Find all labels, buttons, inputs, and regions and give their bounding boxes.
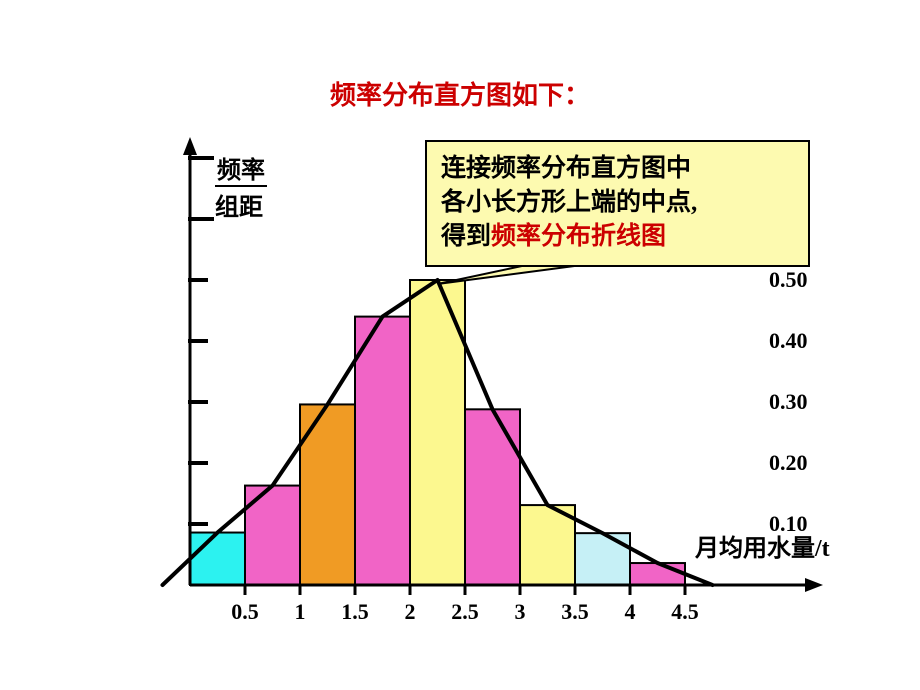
callout-line: 得到频率分布折线图 [441, 220, 794, 254]
histogram-bar [190, 533, 245, 585]
histogram-bar [465, 409, 520, 585]
callout-text-part: 频率分布折线图 [491, 223, 666, 250]
histogram-bar [630, 563, 685, 585]
callout-line: 连接频率分布直方图中 [441, 152, 794, 186]
callout-line: 各小长方形上端的中点, [441, 186, 794, 220]
x-tick-label: 2 [405, 599, 416, 625]
x-tick-label: 1.5 [341, 599, 369, 625]
x-tick-label: 0.5 [231, 599, 259, 625]
callout-box: 连接频率分布直方图中各小长方形上端的中点,得到频率分布折线图 [425, 140, 810, 267]
x-tick-label: 3.5 [561, 599, 589, 625]
x-tick-label: 4 [625, 599, 636, 625]
y-tick-label: 0.20 [769, 450, 835, 476]
x-tick-label: 3 [515, 599, 526, 625]
histogram-bar [575, 533, 630, 585]
y-tick-label: 0.40 [769, 328, 835, 354]
x-axis-arrow [805, 578, 823, 592]
slide-title: 频率分布直方图如下： [0, 75, 920, 112]
y-axis-title: 频率 组距 [215, 150, 267, 222]
histogram-chart: 0.100.200.300.400.50 0.511.522.533.544.5… [120, 140, 840, 620]
y-axis-title-denominator: 组距 [215, 195, 263, 221]
y-axis-title-numerator: 频率 [215, 150, 267, 187]
y-tick-label: 0.30 [769, 389, 835, 415]
x-tick-label: 4.5 [671, 599, 699, 625]
callout-text-part: 得到 [441, 223, 491, 250]
x-tick-label: 2.5 [451, 599, 479, 625]
y-axis-arrow [183, 137, 197, 155]
x-tick-label: 1 [295, 599, 306, 625]
histogram-bar [355, 317, 410, 585]
y-tick-label: 0.50 [769, 267, 835, 293]
x-axis-title: 月均用水量/t [695, 528, 830, 563]
